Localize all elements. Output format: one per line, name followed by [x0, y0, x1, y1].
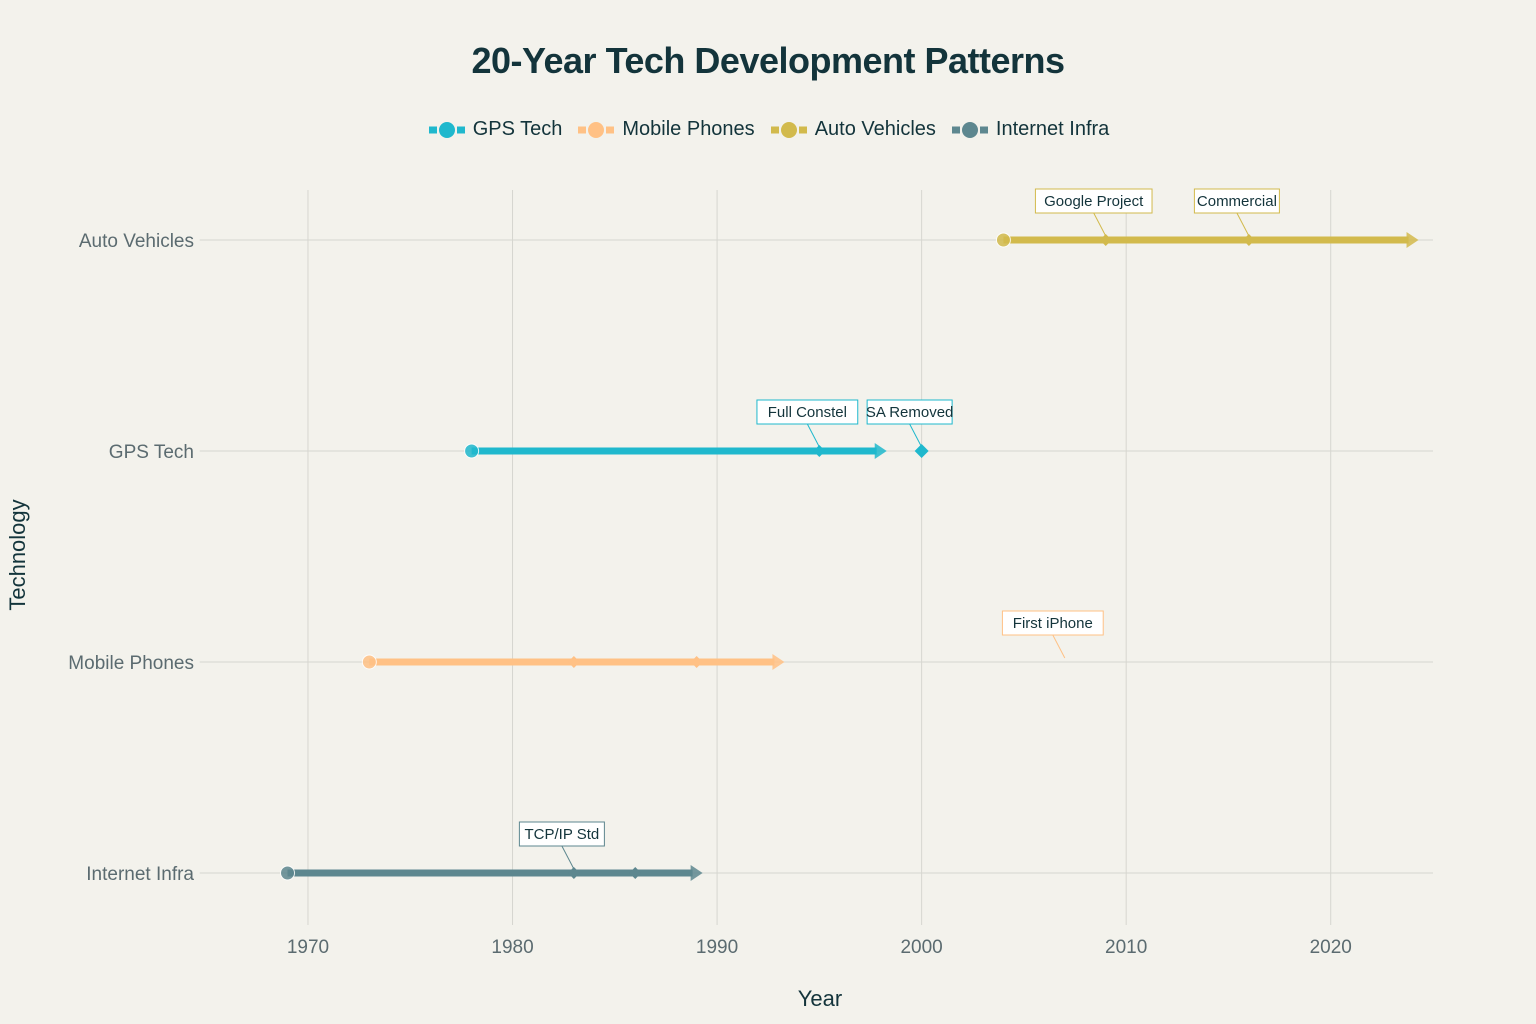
- start-point-marker: [280, 865, 296, 881]
- annotation-arrow: [806, 423, 820, 448]
- legend-item[interactable]: Auto Vehicles: [769, 118, 936, 141]
- milestone-marker: [1242, 234, 1255, 246]
- legend-swatch-icon: [428, 121, 465, 138]
- y-tick-label: Mobile Phones: [68, 653, 194, 674]
- end-arrow-marker: [772, 654, 785, 670]
- start-point-marker: [361, 654, 377, 670]
- legend-item[interactable]: Internet Infra: [950, 118, 1109, 141]
- x-tick-label: 1990: [696, 937, 738, 958]
- start-point-marker: [464, 443, 480, 459]
- annotation-arrow: [909, 423, 923, 448]
- milestone-marker: [629, 867, 642, 879]
- chart-title: 20-Year Tech Development Patterns: [471, 40, 1065, 81]
- milestone-marker: [1099, 234, 1112, 246]
- annotation-text: First iPhone: [1013, 615, 1093, 632]
- milestone-marker: [914, 444, 929, 458]
- legend-item[interactable]: Mobile Phones: [576, 118, 755, 141]
- legend: GPS Tech Mobile Phones Auto Vehicles Intern…: [0, 118, 1536, 141]
- y-axis-label: Technology: [5, 499, 30, 610]
- y-tick-label: Auto Vehicles: [79, 231, 194, 252]
- annotation-text: TCP/IP Std: [525, 826, 600, 843]
- annotation-arrow: [1052, 634, 1066, 659]
- legend-label: GPS Tech: [472, 118, 563, 140]
- legend-swatch-icon: [578, 121, 615, 138]
- x-tick-label: 2000: [900, 937, 942, 958]
- annotation-box: [1034, 188, 1153, 214]
- start-point-marker: [995, 232, 1011, 248]
- annotation-box: [1001, 610, 1104, 636]
- x-axis-label: Year: [798, 986, 842, 1011]
- annotation-text: Commercial: [1197, 193, 1277, 210]
- annotation-text: Google Project: [1044, 193, 1144, 210]
- annotation-box: [866, 399, 953, 425]
- annotation-box: [518, 821, 605, 847]
- x-tick-label: 1980: [491, 937, 533, 958]
- annotation-box: [1193, 188, 1280, 214]
- legend-item[interactable]: GPS Tech: [427, 118, 563, 141]
- annotation-arrow: [561, 845, 575, 870]
- x-tick-label: 2010: [1105, 937, 1147, 958]
- milestone-marker: [813, 445, 826, 457]
- end-arrow-marker: [690, 865, 703, 881]
- legend-label: Mobile Phones: [622, 118, 755, 140]
- milestone-marker: [690, 656, 703, 668]
- x-tick-label: 1970: [287, 937, 329, 958]
- annotation-text: Full Constel: [768, 404, 847, 421]
- y-tick-label: GPS Tech: [109, 442, 194, 463]
- legend-swatch-icon: [770, 121, 807, 138]
- annotation-arrow: [1236, 212, 1250, 237]
- end-arrow-marker: [1406, 232, 1419, 248]
- annotation-arrow: [1093, 212, 1107, 237]
- legend-label: Internet Infra: [995, 118, 1110, 140]
- y-tick-label: Internet Infra: [86, 864, 194, 885]
- milestone-marker: [567, 656, 580, 668]
- annotation-text: SA Removed: [866, 404, 954, 421]
- legend-swatch-icon: [951, 121, 988, 138]
- end-arrow-marker: [874, 443, 887, 459]
- x-tick-label: 2020: [1310, 937, 1352, 958]
- legend-label: Auto Vehicles: [814, 118, 936, 140]
- milestone-marker: [567, 867, 580, 879]
